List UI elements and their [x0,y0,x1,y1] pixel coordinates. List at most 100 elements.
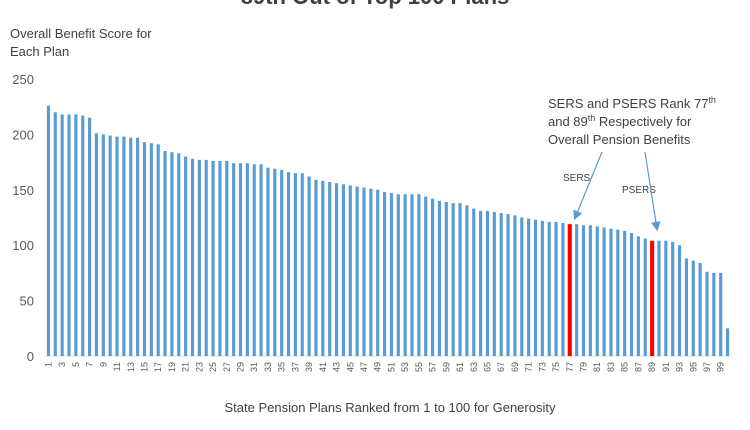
x-tick-label: 87 [633,362,643,372]
bar [218,160,222,356]
bar [156,144,160,356]
x-tick-label: 41 [318,362,328,372]
bar [67,114,71,357]
bar [122,136,126,356]
bar [273,168,277,356]
bar [465,205,469,356]
bar [300,173,304,356]
x-tick-label: 13 [126,362,136,372]
bar [81,115,85,357]
x-tick-label: 29 [236,362,246,372]
x-tick-label: 89 [647,362,657,372]
x-tick-label: 91 [661,362,671,372]
bar [684,258,688,356]
x-tick-label: 9 [98,362,108,367]
bar [712,272,716,356]
bar [245,163,249,356]
bar [348,185,352,356]
x-tick-label: 23 [194,362,204,372]
x-tick-label: 67 [496,362,506,372]
bar [382,192,387,356]
bar [204,159,208,356]
bar [232,163,236,356]
bar [341,184,345,356]
bar [46,105,51,356]
bar [115,136,119,356]
x-tick-label: 17 [153,362,163,372]
y-tick-label: 250 [12,72,34,87]
bar [403,194,407,356]
bar [293,173,297,356]
bar [197,159,201,356]
bar [431,198,435,356]
x-tick-label: 97 [702,362,712,372]
x-tick-label: 61 [455,362,465,372]
y-tick-label: 100 [12,238,34,253]
bar [389,193,394,356]
x-tick-label: 75 [551,362,561,372]
x-tick-label: 37 [290,362,300,372]
x-tick-label: 83 [606,362,616,372]
x-tick-label: 25 [208,362,218,372]
bar [170,152,174,356]
bar [595,226,599,356]
y-tick-label: 50 [20,294,34,309]
y-tick-label: 0 [27,349,34,364]
psers-arrow [644,151,661,232]
x-tick-label: 77 [565,362,575,372]
bar [328,182,332,356]
bar [492,211,496,356]
bar [479,210,483,356]
bar [280,169,284,356]
x-tick-label: 35 [277,362,287,372]
bar [472,208,476,356]
x-tick-label: 85 [620,362,630,372]
x-tick-label: 47 [359,362,369,372]
bar [437,200,442,356]
bar [705,271,709,356]
bar [211,160,215,356]
bar [376,189,380,356]
bar [657,240,661,356]
annotation-line: Overall Pension Benefits [548,132,691,147]
x-tick-label: 27 [222,362,232,372]
bar [149,143,153,356]
x-tick-label: 81 [592,362,602,372]
bar [554,221,558,356]
bar [691,260,695,356]
bar [609,228,613,356]
annotation-line: and 89th Respectively for [548,113,692,129]
bar [444,201,448,356]
x-tick-label: 69 [510,362,520,372]
x-tick-label: 63 [469,362,479,372]
bar [677,245,682,356]
bar [719,272,723,356]
bar [499,213,503,356]
y-tick-label: 150 [12,183,34,198]
annotation-text: th [708,95,716,105]
bar [225,160,229,356]
x-tick-label: 15 [139,362,149,372]
y-axis-title: Overall Benefit Score for [10,26,152,41]
x-tick-label: 19 [167,362,177,372]
bar [527,218,531,356]
bar [355,186,359,356]
annotation-text: Respectively for [595,114,692,129]
bar [136,137,140,356]
x-tick-label: 39 [304,362,314,372]
x-tick-label: 95 [688,362,698,372]
annotation-text: Overall Pension Benefits [548,132,691,147]
bar [252,164,256,356]
bar [369,188,373,356]
bar [53,112,57,357]
bar [623,230,627,356]
bar [362,187,366,356]
chart-title: 89th Out of Top 100 Plans [241,0,510,9]
bar [581,225,586,356]
bar [533,219,538,356]
sers-arrow [573,151,603,221]
x-tick-label: 53 [400,362,410,372]
bar [266,167,270,356]
x-tick-label: 21 [181,362,191,372]
